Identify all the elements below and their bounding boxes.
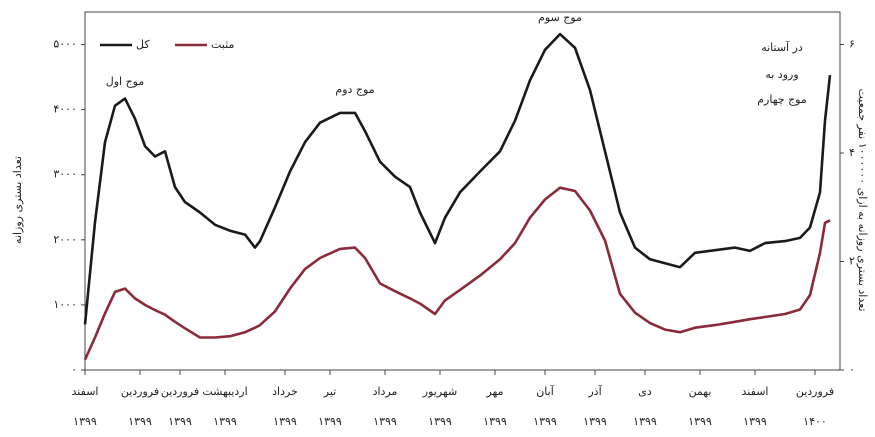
annotation: موج دوم bbox=[335, 83, 374, 96]
annotation: موج اول bbox=[106, 75, 145, 88]
x-tick-year: ۱۳۹۹ bbox=[583, 415, 607, 428]
x-tick-label: بهمن bbox=[689, 385, 712, 398]
x-tick-year: ۱۳۹۹ bbox=[633, 415, 657, 428]
legend-label: کل bbox=[136, 38, 150, 51]
x-tick-label: فروردین bbox=[121, 385, 159, 398]
x-tick-year: ۱۳۹۹ bbox=[213, 415, 237, 428]
y-axis-label: تعداد بستری روزانه bbox=[11, 156, 24, 244]
x-tick-label: اسفند bbox=[72, 385, 99, 398]
x-tick-year: ۱۳۹۹ bbox=[688, 415, 712, 428]
plot-frame bbox=[84, 11, 841, 371]
y-tick-label: ۴۰۰۰ bbox=[53, 103, 77, 116]
x-tick-year: ۱۳۹۹ bbox=[743, 415, 767, 428]
annotation: در آستانه bbox=[761, 40, 803, 54]
x-tick-label: فروردین bbox=[796, 385, 834, 398]
y-tick-label: ۵۰۰۰ bbox=[53, 38, 77, 51]
y-tick-label: ۱۰۰۰ bbox=[53, 298, 77, 311]
x-tick-year: ۱۳۹۹ bbox=[533, 415, 557, 428]
y2-tick-label: ۶ bbox=[849, 38, 855, 51]
x-tick-label: دی bbox=[638, 385, 652, 398]
x-tick-label: اردیبهشت bbox=[202, 385, 247, 398]
annotation: موج سوم bbox=[538, 11, 582, 24]
x-tick-year: ۱۳۹۹ bbox=[483, 415, 507, 428]
y2-axis-label: تعداد بستری روزانه به ازای ۱۰۰۰۰۰۰ نفر ج… bbox=[856, 88, 869, 311]
annotation: موج چهارم bbox=[757, 93, 807, 106]
x-tick-label: آبان bbox=[536, 384, 554, 398]
y2-tick-label: ۴ bbox=[849, 146, 855, 159]
x-tick-label: شهریور bbox=[422, 385, 457, 398]
y-tick-label: ۰ bbox=[71, 363, 77, 376]
x-tick-label: فروردین bbox=[161, 385, 199, 398]
x-tick-label: خرداد bbox=[272, 385, 298, 398]
series-line bbox=[83, 32, 832, 325]
x-tick-year: ۱۳۹۹ bbox=[128, 415, 152, 428]
x-tick-label: مرداد bbox=[373, 385, 398, 398]
x-tick-year: ۱۳۹۹ bbox=[428, 415, 452, 428]
series-line bbox=[83, 186, 831, 361]
y2-tick-label: ۰ bbox=[849, 363, 855, 376]
x-tick-year: ۱۴۰۰ bbox=[803, 415, 827, 428]
x-tick-year: ۱۳۹۹ bbox=[373, 415, 397, 428]
y-tick-label: ۳۰۰۰ bbox=[53, 168, 77, 181]
x-tick-year: ۱۳۹۹ bbox=[73, 415, 97, 428]
x-tick-year: ۱۳۹۹ bbox=[168, 415, 192, 428]
y-tick-label: ۲۰۰۰ bbox=[53, 233, 77, 246]
x-tick-label: مهر bbox=[485, 385, 503, 398]
x-tick-label: آذر bbox=[587, 384, 602, 398]
y2-tick-label: ۲ bbox=[849, 255, 855, 268]
x-tick-year: ۱۳۹۹ bbox=[273, 415, 297, 428]
legend-label: مثبت bbox=[211, 38, 234, 51]
x-tick-label: تیر bbox=[323, 385, 336, 398]
x-tick-year: ۱۳۹۹ bbox=[318, 415, 342, 428]
annotation: ورود به bbox=[765, 68, 798, 81]
x-tick-label: اسفند bbox=[742, 385, 769, 398]
